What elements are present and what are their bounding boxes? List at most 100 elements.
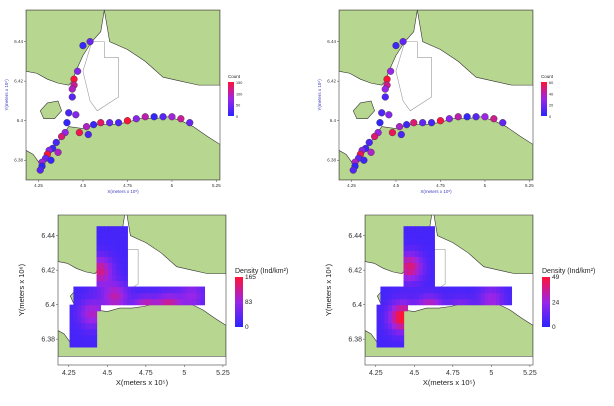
density-cell: [173, 286, 179, 294]
count-point: [132, 115, 140, 123]
density-cell: [104, 286, 109, 294]
density-cell: [81, 286, 86, 294]
density-cell: [503, 286, 509, 294]
density-cell: [415, 256, 420, 264]
density-cell: [403, 298, 408, 306]
density-cell: [100, 286, 105, 294]
density-cell: [407, 250, 412, 257]
density-cell: [92, 292, 98, 300]
density-cell: [472, 292, 478, 300]
y-axis-label: Y(meters x 10⁶): [317, 79, 322, 111]
density-cell: [418, 232, 424, 239]
density-cell: [123, 256, 128, 264]
density-cell: [395, 286, 401, 294]
legend-colorbar: [235, 277, 243, 327]
density-cell: [388, 334, 393, 342]
density-cell: [388, 310, 393, 318]
density-cell: [162, 298, 167, 306]
density-cell: [104, 274, 109, 282]
density-cell: [507, 292, 513, 300]
legend-title: Density (Ind/km²): [235, 268, 288, 275]
density-cell: [111, 286, 117, 294]
density-cell: [92, 310, 98, 318]
legend-tick-label: 0: [236, 115, 238, 119]
density-cell: [418, 256, 424, 264]
density-cell: [146, 298, 152, 306]
density-cell: [100, 292, 105, 300]
density-cell: [115, 244, 121, 251]
count-point: [52, 138, 60, 147]
density-cell: [434, 286, 439, 294]
density-cell: [415, 274, 420, 282]
density-cell: [111, 292, 117, 300]
x-tick-label: 4.25: [34, 183, 43, 188]
density-cell: [173, 298, 179, 306]
density-cell: [442, 286, 447, 294]
density-cell: [472, 298, 478, 306]
density-cell: [119, 298, 125, 306]
count-point: [349, 166, 357, 174]
density-cell: [196, 292, 202, 300]
density-cell: [200, 292, 206, 300]
density-cell: [123, 250, 128, 257]
density-cell: [461, 298, 466, 306]
count-point: [74, 67, 82, 75]
density-cell: [457, 298, 462, 306]
count-point: [419, 119, 427, 127]
count-point: [65, 109, 73, 117]
density-cell: [388, 322, 393, 330]
density-cell: [442, 298, 447, 306]
density-cell: [376, 304, 382, 312]
density-cell: [115, 286, 121, 294]
density-cell: [403, 274, 408, 282]
density-cell: [135, 286, 140, 294]
density-cell: [376, 334, 382, 342]
density-cell: [108, 238, 113, 245]
density-cell: [115, 238, 121, 245]
density-cell: [181, 286, 186, 294]
count-point: [36, 166, 44, 174]
plot-frame: [338, 9, 534, 181]
density-cell: [380, 292, 385, 300]
density-cell: [115, 268, 121, 276]
density-cell: [407, 292, 412, 300]
density-cell: [111, 238, 117, 245]
density-cell: [111, 298, 117, 306]
density-cell: [88, 298, 94, 306]
y-tick-label: 6.42: [41, 268, 55, 275]
density-cell: [158, 298, 163, 306]
x-tick-label: 4.25: [62, 370, 76, 377]
x-axis-label: X(meters x 10⁵): [423, 378, 476, 387]
density-cell: [162, 292, 167, 300]
density-cell: [422, 250, 428, 257]
count-point: [186, 119, 194, 127]
chart-density-left: 4.25 4.5 4.75 5 5.25 6.44 6.42 6.4 6.38 X(meters …: [0, 200, 307, 401]
density-cell: [407, 232, 412, 239]
density-cell: [73, 304, 78, 312]
density-cell: [453, 292, 459, 300]
x-tick-label: 4.25: [347, 183, 356, 188]
density-cell: [391, 334, 397, 342]
count-point: [490, 115, 498, 123]
density-cell: [422, 292, 428, 300]
density-cell: [84, 340, 90, 348]
density-cell: [403, 256, 408, 264]
density-cell: [81, 340, 86, 348]
density-cell: [169, 298, 175, 306]
density-cell: [411, 256, 416, 264]
density-cell: [146, 292, 152, 300]
density-cell: [115, 274, 121, 282]
chart-svg-density-left: 4.25 4.5 4.75 5 5.25 6.44 6.42 6.4 6.38 X(meters …: [17, 214, 288, 387]
density-cell: [438, 286, 443, 294]
density-cell: [384, 328, 389, 336]
density-cell: [181, 292, 186, 300]
density-cell: [476, 298, 482, 306]
x-tick-label: 4.5: [80, 183, 87, 188]
density-cell: [388, 292, 393, 300]
y-tick-label: 6.44: [14, 39, 23, 44]
chart-density-right: 4.25 4.5 4.75 5 5.25 6.44 6.42 6.4 6.38 X(meters …: [307, 200, 614, 401]
density-cell: [111, 280, 117, 288]
land-east: [433, 215, 533, 274]
density-cell: [100, 268, 105, 276]
density-cell: [115, 250, 121, 257]
